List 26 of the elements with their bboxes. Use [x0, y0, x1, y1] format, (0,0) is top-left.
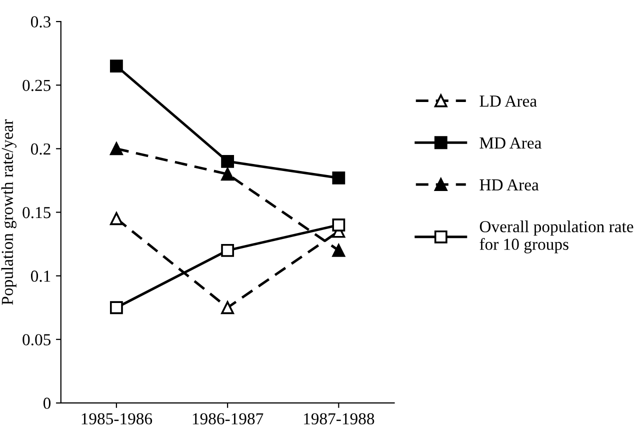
y-tick-label: 0.15	[22, 206, 51, 218]
legend-label: MD Area	[480, 137, 542, 149]
y-tick-label: 0.1	[30, 270, 50, 282]
x-tick-label: 1987-1988	[304, 413, 374, 424]
y-tick-label: 0	[43, 398, 51, 409]
y-tick-label: 0.25	[22, 80, 51, 92]
legend-label: HD Area	[480, 179, 539, 190]
legend-label: Overall population rate for 10 groups	[480, 220, 634, 254]
point	[110, 142, 123, 156]
point	[332, 171, 346, 184]
point	[221, 301, 234, 314]
y-axis-title: Population growth rate/year	[1, 119, 16, 305]
point	[110, 301, 123, 314]
point	[332, 244, 346, 257]
y-tick-label: 0.3	[30, 16, 51, 28]
x-tick-label: 1986-1987	[192, 413, 264, 424]
legend-label: LD Area	[480, 96, 537, 107]
point	[221, 154, 234, 168]
x-tick-label: 1985-1986	[82, 413, 152, 424]
point	[221, 168, 234, 181]
point	[110, 212, 123, 226]
y-tick-label: 0.05	[22, 334, 51, 346]
point	[221, 244, 234, 257]
point	[332, 218, 346, 232]
point	[110, 60, 123, 73]
y-tick-label: 0.2	[30, 143, 50, 155]
